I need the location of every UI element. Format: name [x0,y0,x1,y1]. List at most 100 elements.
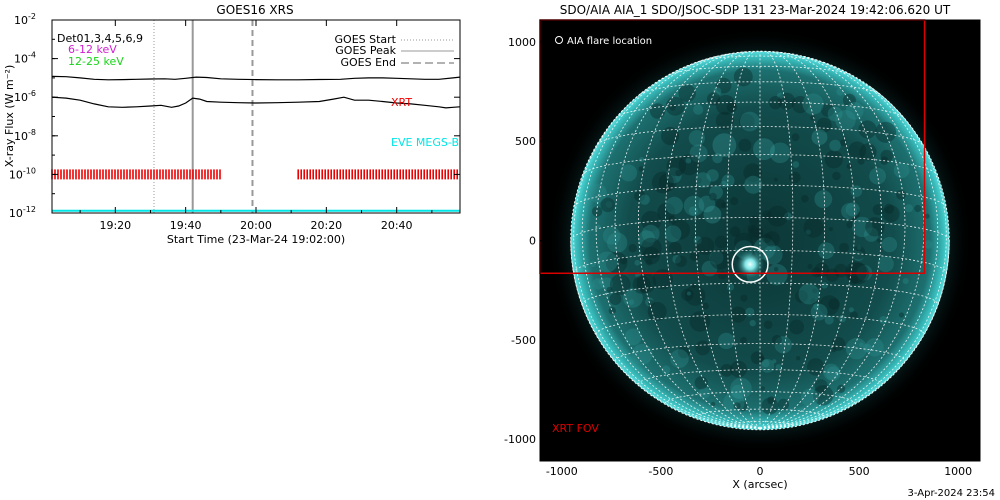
disk-texture-blob [670,349,689,368]
disk-texture-blob [805,229,811,235]
disk-texture-blob [823,363,840,381]
disk-texture-blob [795,290,808,303]
disk-texture-blob [851,246,866,260]
disk-texture-blob [665,167,682,184]
disk-texture-blob [766,263,788,286]
disk-texture-blob [647,302,667,321]
disk-texture-blob [839,242,849,253]
disk-texture-blob [791,133,800,142]
disk-texture-blob [857,157,865,165]
disk-texture-blob [740,294,748,302]
disk-texture-blob [634,259,641,266]
disk-texture-blob [880,149,893,163]
disk-texture-blob [666,156,686,177]
goes-markers [153,20,254,213]
grid-line [664,51,761,429]
disk-texture-blob [846,221,854,229]
disk-texture-blob [628,244,637,253]
disk-texture-blob [749,227,761,238]
disk-texture-blob [675,255,687,268]
disk-texture-blob [848,307,855,313]
disk-texture-blob [853,250,864,262]
active-region-glow [703,205,722,224]
disk-texture-blob [657,203,676,221]
aia-title: SDO/AIA AIA_1 SDO/JSOC-SDP 131 23-Mar-20… [560,3,951,17]
disk-texture-blob [811,267,822,278]
goes-y-tick-label: 10-10 [9,166,36,181]
goes-legend: GOES Start GOES Peak GOES End [335,33,454,69]
disk-texture-blob [814,379,828,393]
disk-texture-blob [924,240,933,249]
limb-line [570,50,950,431]
disk-texture-blob [820,103,835,117]
aia-x-tick-label: 0 [757,465,764,478]
disk-texture-blob [596,224,601,229]
disk-texture-blob [698,195,716,213]
grid-line [595,55,761,429]
goes-y-label: X-ray Flux (W m⁻²) [3,65,16,167]
disk-texture-blob [816,117,832,133]
disk-texture-blob [664,225,682,243]
disk-texture-blob [767,205,788,227]
grid-line [759,85,947,429]
disk-texture-blob [745,307,755,317]
disk-texture-blob [672,254,681,264]
disk-texture-blob [730,384,745,399]
disk-texture-blob [824,150,843,169]
disk-texture-blob [702,302,709,310]
disk-texture-blob [623,288,643,308]
goes-y-tick-label: 10-6 [14,89,36,104]
disk-texture-blob [678,84,696,103]
disk-texture-blob [648,299,655,307]
disk-texture-blob [686,291,691,296]
disk-texture-blob [712,87,722,96]
xrt-coverage [51,169,459,180]
disk-texture-blob [825,366,841,382]
disk-texture-blob [914,204,922,213]
disk-texture-blob [840,139,847,147]
aia-y-tick-label: 1000 [508,36,536,49]
disk-texture-blob [709,248,731,270]
disk-texture-blob [605,201,613,208]
disk-texture-blob [802,93,824,115]
disk-texture-blob [689,144,708,163]
disk-texture-blob [872,204,884,216]
grid-line [570,216,950,241]
disk-texture-blob [801,195,809,203]
disk-texture-blob [602,226,621,245]
grid-line [637,369,883,385]
disk-texture-blob [865,217,885,237]
disk-texture-blob [677,346,690,359]
disk-texture-blob [609,293,622,305]
legend-goes-end: GOES End [340,56,396,69]
disk-texture-blob [829,139,841,152]
disk-texture-blob [720,180,728,188]
aia-x-axis: -1000 -500 0 500 1000 [546,454,972,478]
disk-texture-blob [706,169,719,182]
disk-texture-blob [831,337,846,351]
disk-texture-blob [715,94,736,115]
disk-texture-blob [642,246,661,265]
disk-texture-blob [774,336,792,354]
disk-texture-blob [693,104,704,115]
detector-label: Det01,3,4,5,6,9 [57,32,143,45]
disk-texture-blob [798,283,820,305]
goes-title: GOES16 XRS [216,3,293,17]
disk-texture-blob [737,401,748,412]
disk-texture-blob [810,298,816,305]
aia-x-label: X (arcsec) [732,478,787,491]
disk-texture-blob [730,360,747,378]
disk-texture-blob [761,359,770,368]
disk-texture-blob [749,319,756,327]
goes-y-tick-label: 10-2 [14,12,36,27]
disk-texture-blob [726,283,735,291]
disk-texture-blob [639,194,650,205]
series-long [51,75,461,81]
disk-texture-blob [709,192,717,201]
disk-texture-blob [846,163,853,169]
grid-line [573,85,761,429]
disk-texture-blob [876,238,881,243]
goes-y-tick-label: 10-12 [9,205,36,220]
disk-texture-blob [675,169,682,177]
disk-texture-blob [750,351,764,365]
